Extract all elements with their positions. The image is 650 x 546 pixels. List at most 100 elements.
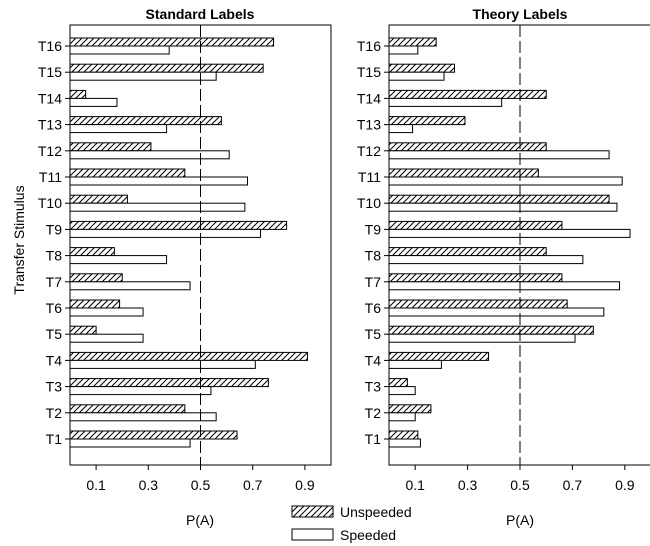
bar-unspeeded-t7 bbox=[388, 273, 563, 283]
bar-unspeeded-t8 bbox=[388, 247, 547, 257]
bar-unspeeded-t1 bbox=[388, 430, 419, 440]
bar-unspeeded-t4 bbox=[388, 351, 490, 361]
bar-unspeeded-t16 bbox=[69, 37, 275, 47]
bar-speeded-t8 bbox=[69, 255, 168, 265]
bar-speeded-t14 bbox=[69, 97, 118, 107]
bar-unspeeded-t2 bbox=[69, 404, 186, 414]
x-tick-label: 0.3 bbox=[458, 477, 478, 493]
y-tick-label: T4 bbox=[46, 352, 63, 368]
bar-unspeeded-t7 bbox=[69, 273, 123, 283]
bar-speeded-t2 bbox=[388, 412, 416, 422]
bar-unspeeded-t3 bbox=[69, 378, 269, 388]
bar-unspeeded-t2 bbox=[388, 404, 432, 414]
y-tick-label: T13 bbox=[38, 117, 62, 133]
bar-speeded-t14 bbox=[388, 97, 503, 107]
legend-label-speeded: Speeded bbox=[340, 527, 396, 543]
y-tick-label: T15 bbox=[38, 64, 62, 80]
y-tick-label: T6 bbox=[365, 300, 382, 316]
bar-unspeeded-t6 bbox=[388, 299, 568, 309]
bar-unspeeded-t3 bbox=[388, 378, 408, 388]
bar-speeded-t3 bbox=[388, 386, 416, 396]
bar-unspeeded-t12 bbox=[69, 142, 152, 152]
bar-unspeeded-t15 bbox=[388, 63, 455, 73]
bar-speeded-t11 bbox=[388, 176, 623, 186]
y-tick-label: T10 bbox=[38, 195, 62, 211]
bar-unspeeded-t12 bbox=[388, 142, 547, 152]
y-tick-label: T9 bbox=[46, 221, 63, 237]
bar-speeded-t15 bbox=[69, 71, 217, 81]
bar-speeded-t10 bbox=[388, 202, 618, 212]
y-tick-label: T11 bbox=[39, 169, 62, 185]
bar-unspeeded-t9 bbox=[388, 220, 563, 230]
y-tick-label: T1 bbox=[365, 431, 382, 447]
bar-unspeeded-t13 bbox=[388, 116, 466, 126]
bar-speeded-t9 bbox=[388, 228, 631, 238]
x-tick-label: 0.1 bbox=[86, 477, 106, 493]
y-tick-label: T7 bbox=[365, 274, 382, 290]
y-tick-label: T9 bbox=[365, 221, 382, 237]
bar-unspeeded-t15 bbox=[69, 63, 264, 73]
bar-speeded-t12 bbox=[69, 150, 230, 160]
bar-speeded-t7 bbox=[388, 281, 621, 291]
y-tick-label: T14 bbox=[357, 90, 381, 106]
bar-unspeeded-t16 bbox=[388, 37, 437, 47]
bar-speeded-t1 bbox=[69, 438, 191, 448]
y-tick-label: T5 bbox=[46, 326, 63, 342]
y-tick-label: T13 bbox=[357, 117, 381, 133]
bar-speeded-t6 bbox=[69, 307, 144, 317]
bar-speeded-t5 bbox=[388, 333, 576, 343]
y-tick-label: T6 bbox=[46, 300, 63, 316]
bar-speeded-t10 bbox=[69, 202, 246, 212]
bar-unspeeded-t11 bbox=[69, 168, 186, 178]
panel-title: Theory Labels bbox=[473, 6, 568, 22]
y-tick-label: T10 bbox=[357, 195, 381, 211]
y-tick-label: T2 bbox=[365, 405, 382, 421]
bar-speeded-t11 bbox=[69, 176, 248, 186]
x-tick-label: 0.3 bbox=[139, 477, 159, 493]
x-tick-label: 0.7 bbox=[243, 477, 263, 493]
bar-speeded-t13 bbox=[69, 124, 168, 134]
bar-speeded-t12 bbox=[388, 150, 610, 160]
panel-title: Standard Labels bbox=[146, 6, 255, 22]
x-tick-label: 0.5 bbox=[510, 477, 530, 493]
x-tick-label: 0.9 bbox=[615, 477, 635, 493]
x-axis-title: P(A) bbox=[506, 512, 534, 528]
y-tick-label: T11 bbox=[358, 169, 381, 185]
bar-speeded-t16 bbox=[69, 45, 170, 55]
bar-speeded-t15 bbox=[388, 71, 445, 81]
bar-speeded-t3 bbox=[69, 386, 212, 396]
bar-unspeeded-t6 bbox=[69, 299, 121, 309]
bar-unspeeded-t10 bbox=[69, 194, 128, 204]
y-tick-label: T7 bbox=[46, 274, 63, 290]
y-tick-label: T8 bbox=[365, 248, 382, 264]
bar-speeded-t4 bbox=[388, 359, 442, 369]
x-tick-label: 0.7 bbox=[563, 477, 583, 493]
bar-unspeeded-t10 bbox=[388, 194, 610, 204]
y-tick-label: T3 bbox=[365, 379, 382, 395]
bar-speeded-t8 bbox=[388, 255, 584, 265]
bar-unspeeded-t5 bbox=[69, 325, 97, 335]
bar-unspeeded-t8 bbox=[69, 247, 115, 257]
bar-speeded-t1 bbox=[388, 438, 421, 448]
bar-speeded-t13 bbox=[388, 124, 414, 134]
y-tick-label: T14 bbox=[38, 90, 62, 106]
x-axis-title: P(A) bbox=[186, 512, 214, 528]
legend-label-unspeeded: Unspeeded bbox=[340, 504, 412, 520]
y-tick-label: T4 bbox=[365, 352, 382, 368]
y-tick-label: T8 bbox=[46, 248, 63, 264]
panel-theory-labels: Theory Labels T1 T2 T3 T4 T5 T6 T7 T8 T9 T10 T11 T1… bbox=[357, 6, 650, 528]
x-tick-label: 0.1 bbox=[405, 477, 425, 493]
y-tick-label: T12 bbox=[357, 143, 381, 159]
bar-unspeeded-t1 bbox=[69, 430, 238, 440]
legend: Unspeeded Speeded bbox=[291, 504, 412, 543]
y-tick-label: T3 bbox=[46, 379, 63, 395]
x-tick-label: 0.5 bbox=[191, 477, 211, 493]
y-tick-label: T1 bbox=[46, 431, 63, 447]
y-tick-label: T15 bbox=[357, 64, 381, 80]
legend-swatch-unspeeded bbox=[291, 505, 334, 518]
bar-unspeeded-t4 bbox=[69, 351, 309, 361]
bar-unspeeded-t5 bbox=[388, 325, 594, 335]
legend-swatch-speeded bbox=[291, 528, 334, 541]
bar-unspeeded-t13 bbox=[69, 116, 222, 126]
